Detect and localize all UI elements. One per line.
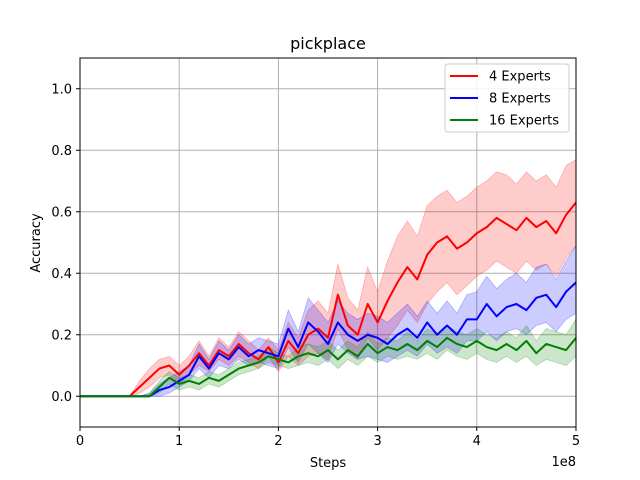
plot-area-frame <box>79 57 577 428</box>
legend-label: 4 Experts <box>489 70 551 85</box>
x-tick-label: 5 <box>572 434 580 449</box>
y-tick-label: 0.0 <box>51 390 72 405</box>
legend-label: 8 Experts <box>489 92 551 107</box>
series-line-16-experts <box>80 336 577 398</box>
x-tick-label: 3 <box>373 434 381 449</box>
y-tick-label: 0.8 <box>51 144 72 159</box>
chart-title: pickplace <box>290 34 366 53</box>
series-line-8-experts <box>80 281 577 398</box>
grid <box>79 58 577 427</box>
x-axis-title: Steps <box>310 456 347 471</box>
x-axis-ticks: 0 1 2 3 4 5 <box>76 427 580 449</box>
legend-label: 16 Experts <box>489 114 559 129</box>
legend: 4 Experts 8 Experts 16 Experts <box>444 63 570 133</box>
x-tick-label: 2 <box>274 434 282 449</box>
y-axis-ticks: 0.0 0.2 0.4 0.6 0.8 1.0 <box>51 82 80 405</box>
y-tick-label: 0.6 <box>51 205 72 220</box>
x-tick-label: 0 <box>76 434 84 449</box>
series-lines <box>80 201 577 398</box>
legend-box <box>444 63 570 133</box>
y-tick-label: 1.0 <box>51 82 72 97</box>
x-tick-label: 1 <box>175 434 183 449</box>
x-axis-multiplier: 1e8 <box>551 455 576 470</box>
x-tick-label: 4 <box>473 434 481 449</box>
y-tick-label: 0.2 <box>51 328 72 343</box>
series-line-4-experts <box>80 201 577 398</box>
y-tick-label: 0.4 <box>51 267 72 282</box>
y-axis-title: Accuracy <box>29 213 44 273</box>
